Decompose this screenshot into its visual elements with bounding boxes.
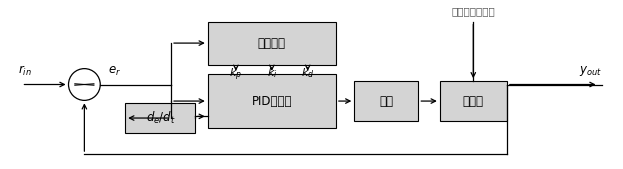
Bar xyxy=(207,74,336,128)
Text: $r_{in}$: $r_{in}$ xyxy=(19,64,32,78)
Bar xyxy=(354,81,419,121)
Bar xyxy=(440,81,507,121)
Text: 热电偶所测温度: 热电偶所测温度 xyxy=(452,7,495,17)
Text: $k_i$: $k_i$ xyxy=(267,66,277,80)
Text: 模糊推理: 模糊推理 xyxy=(258,37,286,50)
Text: $d_e/d_t$: $d_e/d_t$ xyxy=(146,110,175,126)
Bar xyxy=(125,103,196,133)
Text: PID调节器: PID调节器 xyxy=(252,95,292,107)
Text: 卡尔曼: 卡尔曼 xyxy=(463,95,484,107)
Text: $k_p$: $k_p$ xyxy=(229,66,242,83)
Text: 对象: 对象 xyxy=(379,95,393,107)
Bar xyxy=(207,22,336,65)
Text: $y_{out}$: $y_{out}$ xyxy=(579,64,601,78)
Text: $k_d$: $k_d$ xyxy=(301,66,315,80)
Text: $e_r$: $e_r$ xyxy=(108,65,121,78)
